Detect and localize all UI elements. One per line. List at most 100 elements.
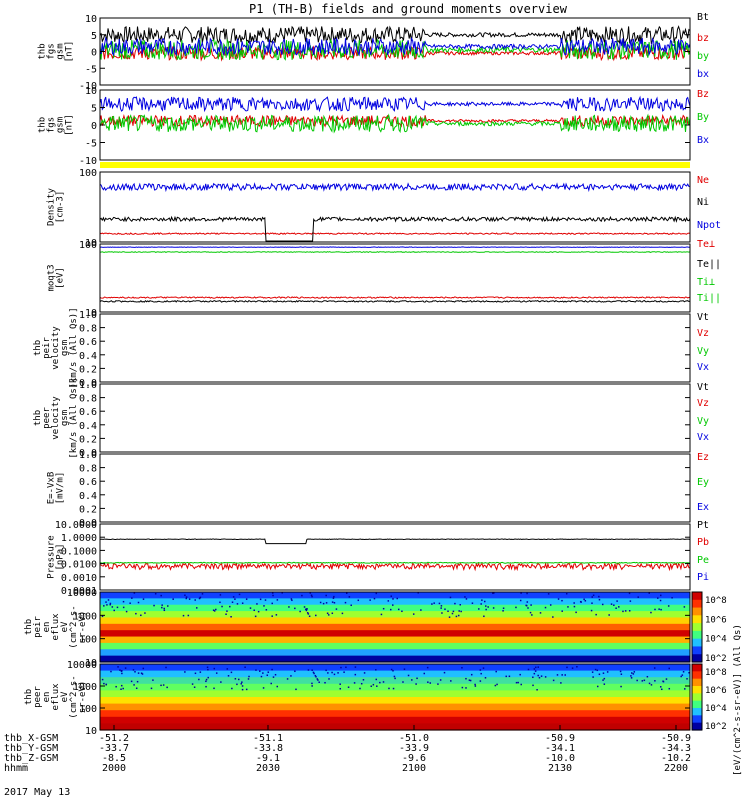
figure-title: P1 (TH-B) fields and ground moments over… (249, 2, 568, 16)
spectrogram-speck (134, 671, 136, 673)
y-axis-label: peir (33, 616, 43, 638)
spectrogram-speck (439, 679, 442, 681)
spectrogram-speck (275, 614, 278, 616)
spectrogram-speck (305, 609, 308, 612)
spectrogram-speck (459, 604, 461, 606)
panel-frame (99, 171, 691, 243)
panel-1: 10 5 0 -5 -10 thb fgs gsm [nT] Bt bz by bx (38, 12, 710, 92)
legend-entry: Ez (697, 452, 709, 463)
spectrogram-speck (259, 670, 261, 672)
panel-frame (99, 17, 691, 86)
spectrogram-speck (457, 614, 460, 617)
series-line-bx (99, 36, 691, 57)
spectrogram-speck (610, 603, 613, 605)
spectrogram-speck (403, 668, 406, 670)
spectrogram-speck (483, 600, 486, 603)
spectrogram-speck (271, 615, 273, 617)
spectrogram-speck (474, 683, 476, 686)
spectrogram-speck (397, 608, 400, 611)
spectrogram-band (100, 683, 690, 691)
legend-entry: bz (697, 33, 709, 44)
x-tick-label: 2030 (256, 763, 280, 774)
spectrogram-speck (650, 684, 653, 686)
spectrogram-speck (245, 688, 248, 691)
spectrogram-speck (440, 605, 443, 607)
y-tick-label: 0.1000 (61, 546, 97, 557)
spectrogram-speck (109, 602, 112, 605)
y-tick-label: 10000 (67, 660, 97, 671)
spectrogram-speck (444, 608, 446, 610)
spectrogram-speck (389, 608, 392, 611)
series-line-npot (99, 182, 691, 193)
spectrogram-speck (101, 615, 104, 618)
spectrogram-speck (219, 594, 222, 596)
spectrogram-speck (616, 600, 618, 602)
spectrogram-speck (538, 676, 541, 679)
y-axis-label: gsm (56, 117, 66, 133)
spectrogram-speck (153, 604, 155, 607)
spectrogram-speck (339, 687, 342, 690)
spectrogram-speck (333, 673, 336, 676)
spectrogram-speck (160, 594, 162, 597)
x-tick-label: -33.8 (253, 743, 283, 754)
spectrogram-speck (241, 681, 243, 683)
spectrogram-speck (315, 614, 317, 617)
spectrogram-speck (536, 689, 538, 691)
spectrogram-band (100, 611, 690, 619)
y-tick-label: 1000 (73, 611, 97, 622)
spectrogram-speck (254, 615, 257, 618)
y-axis-label: [mV/m] (56, 472, 66, 505)
spectrogram-speck (482, 667, 485, 669)
x-row-label: hhmm (4, 763, 28, 774)
colorbar-segment (692, 693, 702, 702)
panel-frame (99, 313, 691, 383)
y-tick-label: 0.8 (79, 394, 97, 405)
spectrogram-speck (660, 608, 662, 611)
spectrogram-speck (115, 685, 117, 688)
legend-entry: Ey (697, 477, 709, 488)
y-axis-label: eflux (51, 613, 61, 641)
y-tick-label: 100 (79, 704, 97, 715)
spectrogram-speck (140, 614, 142, 617)
spectrogram-band (100, 617, 690, 625)
legend-entry: Te|| (697, 259, 721, 270)
spectrogram-speck (379, 681, 381, 684)
spectrogram-speck (646, 675, 649, 678)
spectrogram-speck (193, 686, 196, 688)
y-axis-label: sr-eV) (78, 611, 88, 644)
spectrogram-speck (110, 670, 112, 673)
spectrogram-speck (525, 604, 527, 607)
spectrogram-speck (401, 610, 403, 613)
spectrogram-speck (478, 608, 480, 610)
spectrogram-speck (596, 669, 599, 672)
spectrogram-speck (163, 607, 165, 610)
x-tick-label: 2200 (664, 763, 688, 774)
spectrogram-speck (659, 594, 662, 597)
spectrogram-speck (686, 678, 688, 680)
series-line-by (99, 38, 691, 61)
spectrogram-speck (382, 681, 385, 683)
spectrogram-speck (481, 599, 483, 601)
spectrogram-speck (662, 680, 664, 683)
spectrogram-speck (354, 673, 357, 676)
spectrogram-speck (517, 681, 519, 684)
y-tick-label: 100 (79, 168, 97, 179)
spectrogram-speck (590, 609, 593, 612)
colorbar-segment (692, 592, 702, 601)
spectrogram-speck (420, 609, 422, 611)
spectrogram-speck (305, 608, 308, 610)
y-tick-label: 0.6 (79, 337, 97, 348)
spectrogram-speck (129, 602, 131, 604)
spectrogram-speck (658, 608, 660, 610)
spectrogram-speck (309, 592, 312, 594)
spectrogram-speck (657, 597, 659, 599)
spectrogram-speck (213, 667, 216, 670)
spectrogram-speck (294, 670, 296, 673)
spectrogram-speck (124, 667, 127, 669)
spectrogram-speck (341, 612, 344, 615)
y-tick-label: 5 (91, 104, 97, 115)
spectrogram-band (100, 670, 690, 678)
